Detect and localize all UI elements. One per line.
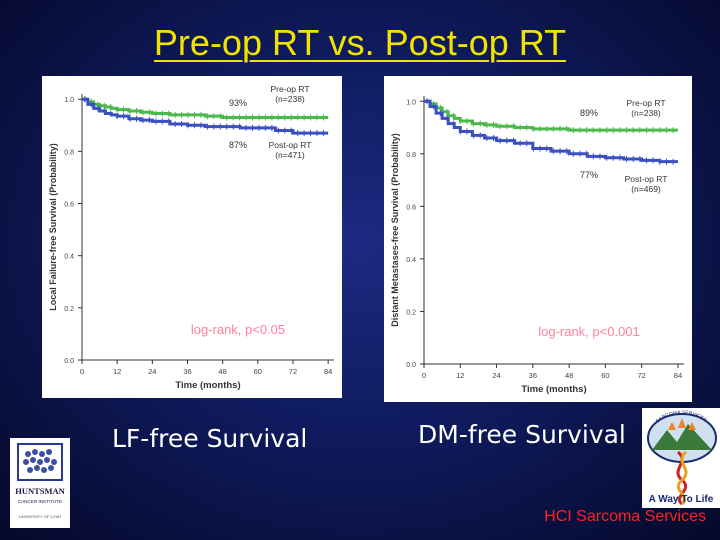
series-n-label: (n=471)	[275, 150, 305, 160]
y-tick-label: 0.0	[64, 358, 74, 365]
x-tick-label: 72	[289, 367, 297, 376]
survival-curve-preop	[424, 99, 678, 132]
huntsman-logo: HUNTSMAN CANCER INSTITUTE UNIVERSITY OF …	[10, 438, 70, 528]
x-tick-label: 84	[674, 371, 682, 380]
x-tick-label: 24	[492, 371, 500, 380]
x-tick-label: 72	[638, 371, 646, 380]
series-n-label: (n=469)	[631, 184, 661, 194]
slide-title: Pre-op RT vs. Post-op RT	[153, 22, 567, 63]
y-tick-label: 0.2	[64, 306, 74, 313]
logrank-annotation: log-rank, p<0.001	[538, 324, 640, 339]
dm-free-survival-chart: 0.0 0.2 0.4 0.6 0.8 1.0 0 12 24 36 48 60 72 84 Time (m…	[384, 76, 692, 402]
y-axis-label: Local Failure-free Survival (Probability…	[48, 143, 58, 311]
x-tick-label: 36	[529, 371, 537, 380]
series-label: Post-op RT	[625, 174, 668, 184]
huntsman-logo-sub2: UNIVERSITY OF UTAH	[19, 514, 61, 519]
sarcoma-services-logo: SARCOMA SERVICES A Way To Life	[642, 408, 720, 508]
series-end-value: 89%	[580, 108, 598, 118]
logrank-annotation: log-rank, p<0.05	[191, 322, 285, 337]
x-tick-label: 60	[254, 367, 262, 376]
survival-curve-postop	[424, 99, 678, 164]
y-tick-label: 0.2	[406, 309, 416, 316]
series-label: Post-op RT	[269, 140, 312, 150]
y-tick-label: 0.6	[64, 202, 74, 209]
lf-free-survival-chart: 0.0 0.2 0.4 0.6 0.8 1.0 0 12 24 36 48 60 72 84 Time (m…	[42, 76, 342, 398]
y-tick-label: 0.6	[406, 204, 416, 211]
sarcoma-logo-tagline: A Way To Life	[649, 494, 714, 505]
x-tick-label: 48	[565, 371, 573, 380]
y-tick-label: 0.4	[406, 257, 416, 264]
x-axis-label: Time (months)	[175, 380, 240, 391]
series-end-value: 87%	[229, 140, 247, 150]
x-tick-label: 12	[113, 367, 121, 376]
x-tick-label: 48	[218, 367, 226, 376]
x-axis-label: Time (months)	[521, 384, 586, 395]
huntsman-logo-name: HUNTSMAN	[15, 486, 65, 496]
lf-free-survival-caption: LF-free Survival	[112, 424, 308, 453]
x-tick-label: 24	[148, 367, 156, 376]
huntsman-logo-mark	[17, 443, 63, 481]
x-tick-label: 60	[601, 371, 609, 380]
x-tick-label: 84	[324, 367, 332, 376]
dm-free-survival-plot: 0.0 0.2 0.4 0.6 0.8 1.0 0 12 24 36 48 60 72 84 Time (m…	[390, 96, 684, 395]
dm-free-survival-caption: DM-free Survival	[418, 420, 626, 449]
y-axis-label: Distant Metastases-free Survival (Probab…	[390, 133, 400, 327]
series-n-label: (n=238)	[631, 108, 661, 118]
survival-curve-postop	[82, 97, 329, 135]
y-tick-label: 0.0	[406, 362, 416, 369]
x-tick-label: 12	[456, 371, 464, 380]
huntsman-logo-sub: CANCER INSTITUTE	[18, 499, 62, 504]
series-end-value: 93%	[229, 98, 247, 108]
y-tick-label: 0.8	[64, 149, 74, 156]
sarcoma-logo-mark	[647, 413, 717, 506]
series-label: Pre-op RT	[270, 84, 309, 94]
y-tick-label: 0.4	[64, 254, 74, 261]
lf-free-survival-plot: 0.0 0.2 0.4 0.6 0.8 1.0 0 12 24 36 48 60 72 84 Time (m…	[48, 84, 334, 391]
y-tick-label: 1.0	[64, 97, 74, 104]
y-tick-label: 1.0	[406, 99, 416, 106]
series-n-label: (n=238)	[275, 94, 305, 104]
survival-curve-preop	[82, 97, 329, 119]
series-end-value: 77%	[580, 170, 598, 180]
series-label: Pre-op RT	[626, 98, 665, 108]
x-tick-label: 0	[422, 371, 426, 380]
x-tick-label: 0	[80, 367, 84, 376]
footer-text: HCI Sarcoma Services	[544, 508, 706, 525]
x-tick-label: 36	[183, 367, 191, 376]
y-tick-label: 0.8	[406, 152, 416, 159]
